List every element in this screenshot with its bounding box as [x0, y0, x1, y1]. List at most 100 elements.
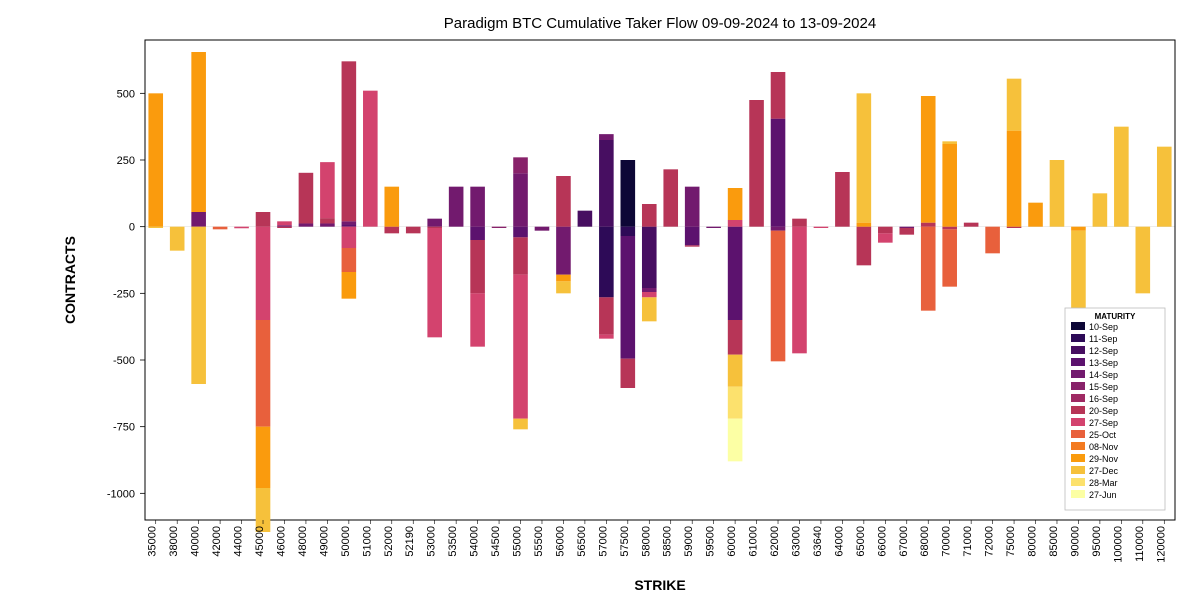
- legend-swatch: [1071, 418, 1085, 426]
- legend-swatch: [1071, 322, 1085, 330]
- bar-segment: [256, 212, 271, 227]
- legend-label: 25-Oct: [1089, 430, 1117, 440]
- legend-swatch: [1071, 334, 1085, 342]
- bar-segment: [1050, 160, 1065, 227]
- bar-segment: [642, 292, 657, 297]
- x-tick-label: 58000: [640, 526, 652, 557]
- x-tick-label: 75000: [1005, 526, 1017, 557]
- bar-segment: [857, 227, 872, 266]
- bar-segment: [621, 160, 636, 227]
- legend-swatch: [1071, 406, 1085, 414]
- bar-segment: [964, 223, 979, 227]
- bar-segment: [728, 227, 743, 320]
- bar-segment: [771, 119, 786, 227]
- bar-segment: [1007, 79, 1022, 131]
- bar-segment: [685, 227, 700, 246]
- x-tick-label: 95000: [1091, 526, 1103, 557]
- bar-segment: [342, 227, 357, 248]
- bar-segment: [470, 240, 485, 293]
- bar-segment: [685, 187, 700, 227]
- bar-segment: [599, 297, 614, 334]
- bar-segment: [771, 72, 786, 119]
- bar-segment: [513, 173, 528, 226]
- bar-segment: [642, 288, 657, 292]
- x-tick-label: 72000: [984, 526, 996, 557]
- bar-segment: [728, 355, 743, 387]
- bar-segment: [299, 223, 314, 226]
- bar-segment: [642, 297, 657, 321]
- x-tick-label: 56000: [554, 526, 566, 557]
- bar-segment: [556, 281, 571, 293]
- bar-segment: [728, 220, 743, 227]
- bar-segment: [835, 172, 850, 227]
- x-tick-label: 63640: [812, 526, 824, 557]
- bar-segment: [299, 173, 314, 224]
- bar-segment: [942, 229, 957, 286]
- x-tick-label: 49000: [318, 526, 330, 557]
- bar-segment: [492, 227, 507, 228]
- bar-segment: [384, 187, 399, 227]
- legend-label: 27-Dec: [1089, 466, 1119, 476]
- bar-segment: [599, 227, 614, 298]
- legend-swatch: [1071, 430, 1085, 438]
- bar-segment: [148, 227, 163, 228]
- bar-segment: [921, 223, 936, 227]
- y-tick-label: 0: [129, 222, 135, 234]
- bar-segment: [942, 141, 957, 144]
- bar-segment: [621, 227, 636, 236]
- bar-segment: [320, 218, 335, 223]
- y-tick-label: 500: [117, 88, 135, 100]
- bar-segment: [427, 219, 442, 227]
- bar-segment: [556, 176, 571, 227]
- x-tick-label: 53000: [426, 526, 438, 557]
- bar-segment: [1028, 203, 1043, 227]
- bar-segment: [256, 427, 271, 488]
- bar-segment: [942, 227, 957, 230]
- bar-segment: [427, 227, 442, 228]
- legend-label: 27-Jun: [1089, 490, 1117, 500]
- x-tick-label: 57500: [619, 526, 631, 557]
- x-tick-label: 42000: [211, 526, 223, 557]
- bar-segment: [256, 320, 271, 427]
- x-tick-label: 52000: [383, 526, 395, 557]
- bar-segment: [1093, 193, 1108, 226]
- legend-swatch: [1071, 454, 1085, 462]
- bar-segment: [921, 96, 936, 223]
- x-tick-label: 38000: [168, 526, 180, 557]
- bar-segment: [256, 227, 271, 320]
- y-tick-label: -750: [113, 422, 135, 434]
- bar-segment: [642, 227, 657, 288]
- x-tick-label: 54500: [490, 526, 502, 557]
- legend-swatch: [1071, 394, 1085, 402]
- bar-segment: [599, 134, 614, 140]
- bar-segment: [642, 204, 657, 227]
- bar-segment: [320, 162, 335, 218]
- bar-segment: [1114, 127, 1129, 227]
- x-tick-label: 63000: [790, 526, 802, 557]
- bar-segment: [513, 227, 528, 238]
- bar-segment: [277, 227, 292, 228]
- bar-segment: [342, 248, 357, 272]
- x-tick-label: 66000: [876, 526, 888, 557]
- y-tick-label: 250: [117, 155, 135, 167]
- x-tick-label: 35000: [147, 526, 159, 557]
- bar-segment: [599, 140, 614, 227]
- bar-segment: [427, 228, 442, 337]
- x-tick-label: 53500: [447, 526, 459, 557]
- bar-segment: [985, 227, 1000, 254]
- legend-label: 15-Sep: [1089, 382, 1118, 392]
- x-tick-label: 100000: [1112, 526, 1124, 563]
- x-tick-label: 61000: [748, 526, 760, 557]
- legend-swatch: [1071, 478, 1085, 486]
- x-tick-label: 67000: [898, 526, 910, 557]
- bar-segment: [513, 237, 528, 274]
- x-tick-label: 62000: [769, 526, 781, 557]
- x-tick-label: 55000: [512, 526, 524, 557]
- x-tick-label: 50000: [340, 526, 352, 557]
- bar-segment: [1007, 131, 1022, 227]
- stacked-bar-chart: -1000-750-500-25002505003500038000400004…: [0, 0, 1200, 600]
- x-tick-label: 90000: [1069, 526, 1081, 557]
- bar-segment: [213, 227, 228, 230]
- bar-segment: [899, 227, 914, 228]
- legend-label: 20-Sep: [1089, 406, 1118, 416]
